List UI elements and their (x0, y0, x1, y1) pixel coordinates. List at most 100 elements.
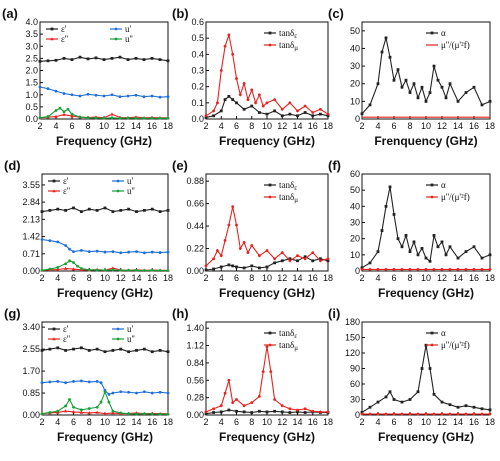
data-point (72, 250, 75, 254)
legend-label: u' (125, 24, 132, 34)
data-point (360, 412, 364, 416)
data-point (119, 411, 123, 415)
data-point (456, 99, 460, 103)
data-point (254, 101, 257, 105)
data-point (400, 245, 404, 249)
data-point (212, 411, 216, 414)
data-point (265, 101, 269, 105)
data-point (311, 251, 315, 255)
legend-marker (52, 189, 56, 193)
x-axis-label: Frequency (GHz) (56, 134, 152, 148)
data-point (87, 380, 91, 384)
data-point (40, 412, 44, 416)
data-point (219, 404, 223, 408)
x-tick-label: 8 (407, 273, 412, 283)
data-point (94, 116, 98, 120)
data-point (118, 55, 122, 59)
data-point (424, 267, 428, 271)
x-tick-label: 16 (308, 417, 318, 427)
data-point (72, 261, 75, 264)
data-point (242, 266, 246, 270)
data-point (404, 78, 408, 82)
data-point (38, 85, 42, 89)
data-point (223, 238, 227, 242)
x-tick-label: 10 (100, 417, 110, 427)
data-point (219, 109, 223, 113)
x-tick-label: 8 (407, 417, 412, 427)
data-point (326, 112, 330, 116)
data-point (231, 98, 235, 101)
data-point (127, 207, 131, 211)
legend-label: u'' (127, 334, 135, 344)
x-tick-label: 10 (421, 273, 431, 283)
data-point (78, 55, 82, 59)
data-point (54, 89, 58, 93)
data-point (56, 265, 60, 269)
data-point (212, 257, 216, 261)
legend-marker (50, 37, 54, 41)
y-tick-label: 0.5 (25, 102, 38, 112)
panel-c: (c) 2 4 6 8 10 12 14 16 18 0 10 20 30 40 50 Frenquency (… (328, 6, 495, 148)
y-tick-label: 60 (350, 169, 360, 179)
data-point (376, 400, 380, 404)
y-tick-label: 0.00 (22, 410, 40, 420)
data-point (46, 115, 50, 118)
y-tick-label: 2.5 (25, 53, 38, 63)
data-point (400, 412, 404, 416)
x-tick-label: 14 (131, 121, 141, 131)
data-point (158, 58, 162, 61)
data-point (396, 237, 400, 241)
data-point (150, 391, 154, 395)
x-tick-label: 10 (262, 417, 272, 427)
legend: α μ''/(μ'²f) (426, 28, 470, 50)
y-tick-label: 0.0 (191, 114, 204, 124)
x-tick-label: 2 (39, 417, 44, 427)
data-point (111, 250, 115, 254)
data-point (48, 267, 52, 271)
data-point (420, 367, 424, 370)
y-tick-label: 0.56 (186, 375, 204, 385)
data-point (103, 206, 107, 210)
y-tick-label: 180 (345, 317, 360, 327)
data-point (150, 250, 154, 254)
x-tick-label: 14 (292, 273, 302, 283)
data-point (472, 267, 476, 271)
x-tick-label: 6 (234, 273, 239, 283)
x-tick-label: 6 (234, 121, 239, 131)
data-point (280, 107, 284, 111)
data-point (303, 111, 307, 114)
data-point (456, 256, 460, 260)
data-point (111, 266, 115, 270)
data-point (127, 250, 131, 254)
data-point (79, 379, 83, 383)
data-point (166, 95, 170, 99)
panel-label: (e) (172, 158, 188, 173)
data-point (238, 93, 242, 97)
data-point (103, 250, 107, 254)
data-point (416, 253, 420, 257)
data-point (166, 412, 170, 416)
x-tick-label: 4 (55, 417, 60, 427)
data-point (368, 261, 372, 265)
x-tick-label: 12 (115, 121, 125, 131)
legend: α μ''/(μ'²f) (426, 328, 470, 350)
data-point (56, 267, 60, 271)
x-tick-label: 18 (163, 121, 173, 131)
data-point (119, 390, 123, 394)
data-point (384, 36, 388, 40)
legend-label: ε' (61, 24, 67, 34)
x-tick-label: 18 (323, 273, 333, 283)
data-point (412, 240, 416, 244)
data-point (127, 390, 131, 394)
data-point (388, 390, 392, 394)
data-point (436, 78, 440, 82)
x-tick-label: 14 (453, 121, 463, 131)
data-point (368, 267, 372, 271)
data-point (265, 345, 269, 349)
data-point (440, 400, 444, 404)
data-point (408, 267, 412, 271)
data-point (126, 94, 130, 98)
data-point (219, 265, 223, 269)
panel-a: (a) 2 4 6 8 10 12 14 16 18 0.0 0.5 1.0 1.5 2.0 2.5 3.0 3.… (2, 6, 173, 148)
legend-marker (114, 27, 118, 31)
